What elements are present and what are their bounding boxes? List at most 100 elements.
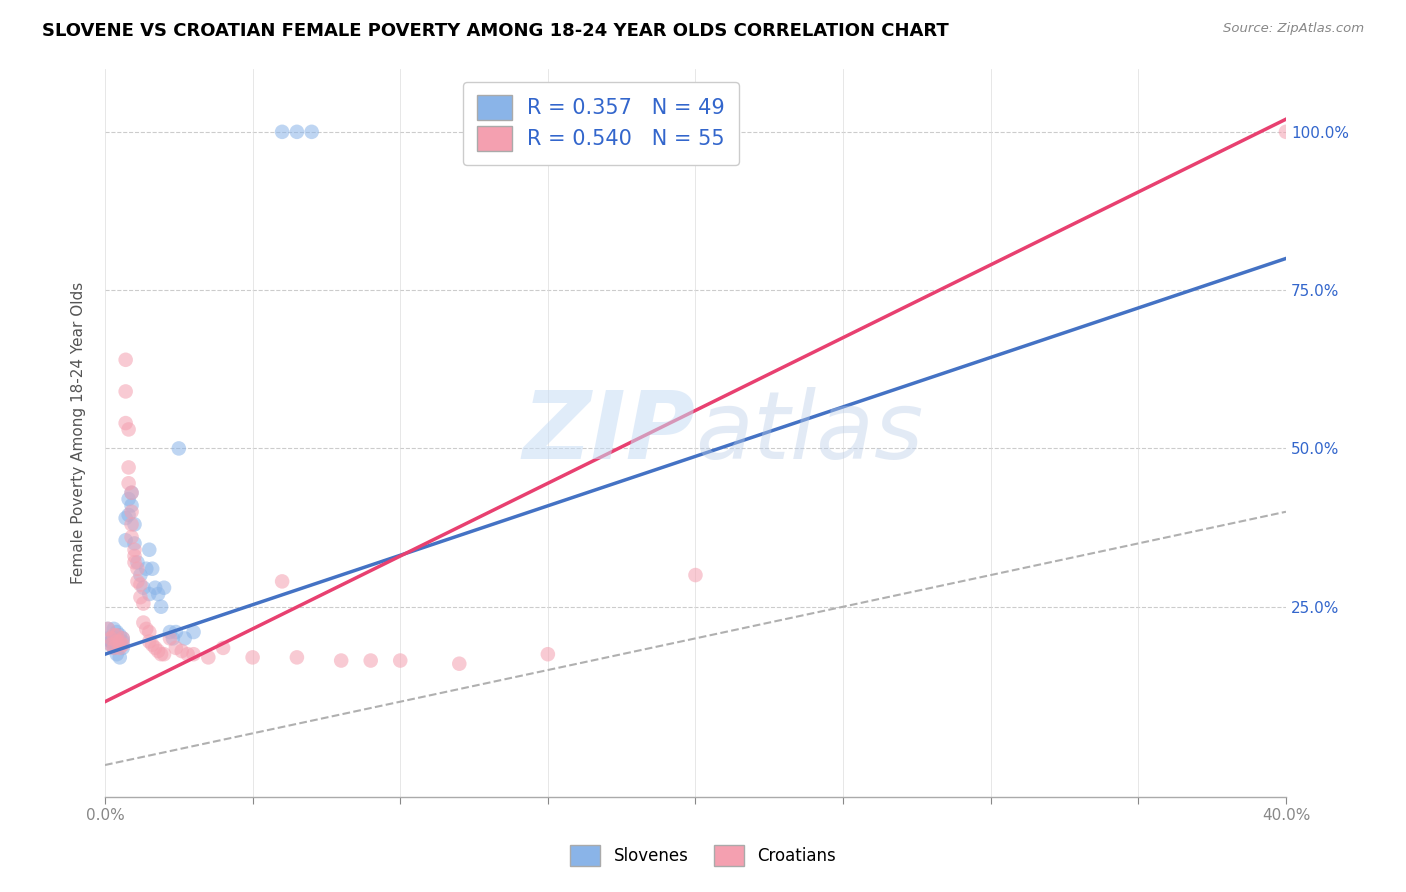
Point	[111, 632, 134, 646]
Point	[121, 499, 143, 513]
Point	[150, 647, 173, 661]
Point	[138, 625, 160, 640]
Point	[111, 640, 134, 655]
Point	[97, 622, 120, 636]
Point	[103, 634, 125, 648]
Point	[141, 638, 163, 652]
Point	[135, 622, 157, 636]
Point	[127, 574, 149, 589]
Point	[165, 625, 187, 640]
Point	[1275, 125, 1298, 139]
Point	[103, 622, 125, 636]
Point	[176, 647, 198, 661]
Point	[105, 638, 128, 652]
Point	[537, 647, 560, 661]
Point	[173, 632, 195, 646]
Point	[165, 640, 187, 655]
Point	[124, 542, 146, 557]
Point	[124, 517, 146, 532]
Point	[170, 644, 193, 658]
Point	[100, 638, 122, 652]
Legend: Slovenes, Croatians: Slovenes, Croatians	[562, 837, 844, 875]
Point	[114, 416, 136, 430]
Point	[97, 632, 120, 646]
Point	[508, 125, 530, 139]
Point	[114, 352, 136, 367]
Legend: R = 0.357   N = 49, R = 0.540   N = 55: R = 0.357 N = 49, R = 0.540 N = 55	[463, 82, 738, 165]
Point	[143, 640, 166, 655]
Point	[389, 654, 412, 668]
Point	[100, 634, 122, 648]
Point	[138, 587, 160, 601]
Point	[105, 625, 128, 640]
Point	[135, 562, 157, 576]
Point	[132, 615, 155, 630]
Point	[124, 555, 146, 569]
Point	[138, 634, 160, 648]
Point	[103, 640, 125, 655]
Y-axis label: Female Poverty Among 18-24 Year Olds: Female Poverty Among 18-24 Year Olds	[72, 282, 86, 583]
Point	[285, 125, 308, 139]
Point	[162, 632, 184, 646]
Point	[103, 632, 125, 646]
Point	[685, 568, 707, 582]
Point	[108, 638, 131, 652]
Point	[108, 634, 131, 648]
Point	[141, 562, 163, 576]
Point	[138, 542, 160, 557]
Point	[121, 505, 143, 519]
Point	[114, 533, 136, 548]
Point	[167, 442, 190, 456]
Point	[100, 638, 122, 652]
Point	[114, 384, 136, 399]
Point	[108, 640, 131, 655]
Point	[143, 581, 166, 595]
Point	[121, 485, 143, 500]
Point	[271, 125, 294, 139]
Point	[150, 599, 173, 614]
Point	[121, 517, 143, 532]
Point	[285, 650, 308, 665]
Point	[124, 549, 146, 563]
Point	[100, 632, 122, 646]
Point	[183, 625, 205, 640]
Text: atlas: atlas	[696, 387, 924, 478]
Point	[153, 581, 176, 595]
Point	[103, 628, 125, 642]
Point	[121, 530, 143, 544]
Point	[330, 654, 353, 668]
Point	[360, 654, 382, 668]
Point	[271, 574, 294, 589]
Text: ZIP: ZIP	[523, 386, 696, 479]
Point	[108, 650, 131, 665]
Point	[129, 591, 152, 605]
Point	[242, 650, 264, 665]
Text: SLOVENE VS CROATIAN FEMALE POVERTY AMONG 18-24 YEAR OLDS CORRELATION CHART: SLOVENE VS CROATIAN FEMALE POVERTY AMONG…	[42, 22, 949, 40]
Point	[121, 485, 143, 500]
Point	[127, 555, 149, 569]
Point	[146, 644, 169, 658]
Point	[129, 568, 152, 582]
Point	[146, 587, 169, 601]
Point	[100, 634, 122, 648]
Point	[105, 634, 128, 648]
Point	[117, 460, 139, 475]
Point	[449, 657, 471, 671]
Point	[159, 625, 181, 640]
Point	[105, 632, 128, 646]
Point	[105, 647, 128, 661]
Point	[129, 577, 152, 591]
Point	[108, 628, 131, 642]
Point	[197, 650, 219, 665]
Text: Source: ZipAtlas.com: Source: ZipAtlas.com	[1223, 22, 1364, 36]
Point	[117, 476, 139, 491]
Point	[124, 536, 146, 550]
Point	[132, 597, 155, 611]
Point	[111, 632, 134, 646]
Point	[127, 562, 149, 576]
Point	[111, 634, 134, 648]
Point	[183, 647, 205, 661]
Point	[132, 581, 155, 595]
Point	[301, 125, 323, 139]
Point	[153, 647, 176, 661]
